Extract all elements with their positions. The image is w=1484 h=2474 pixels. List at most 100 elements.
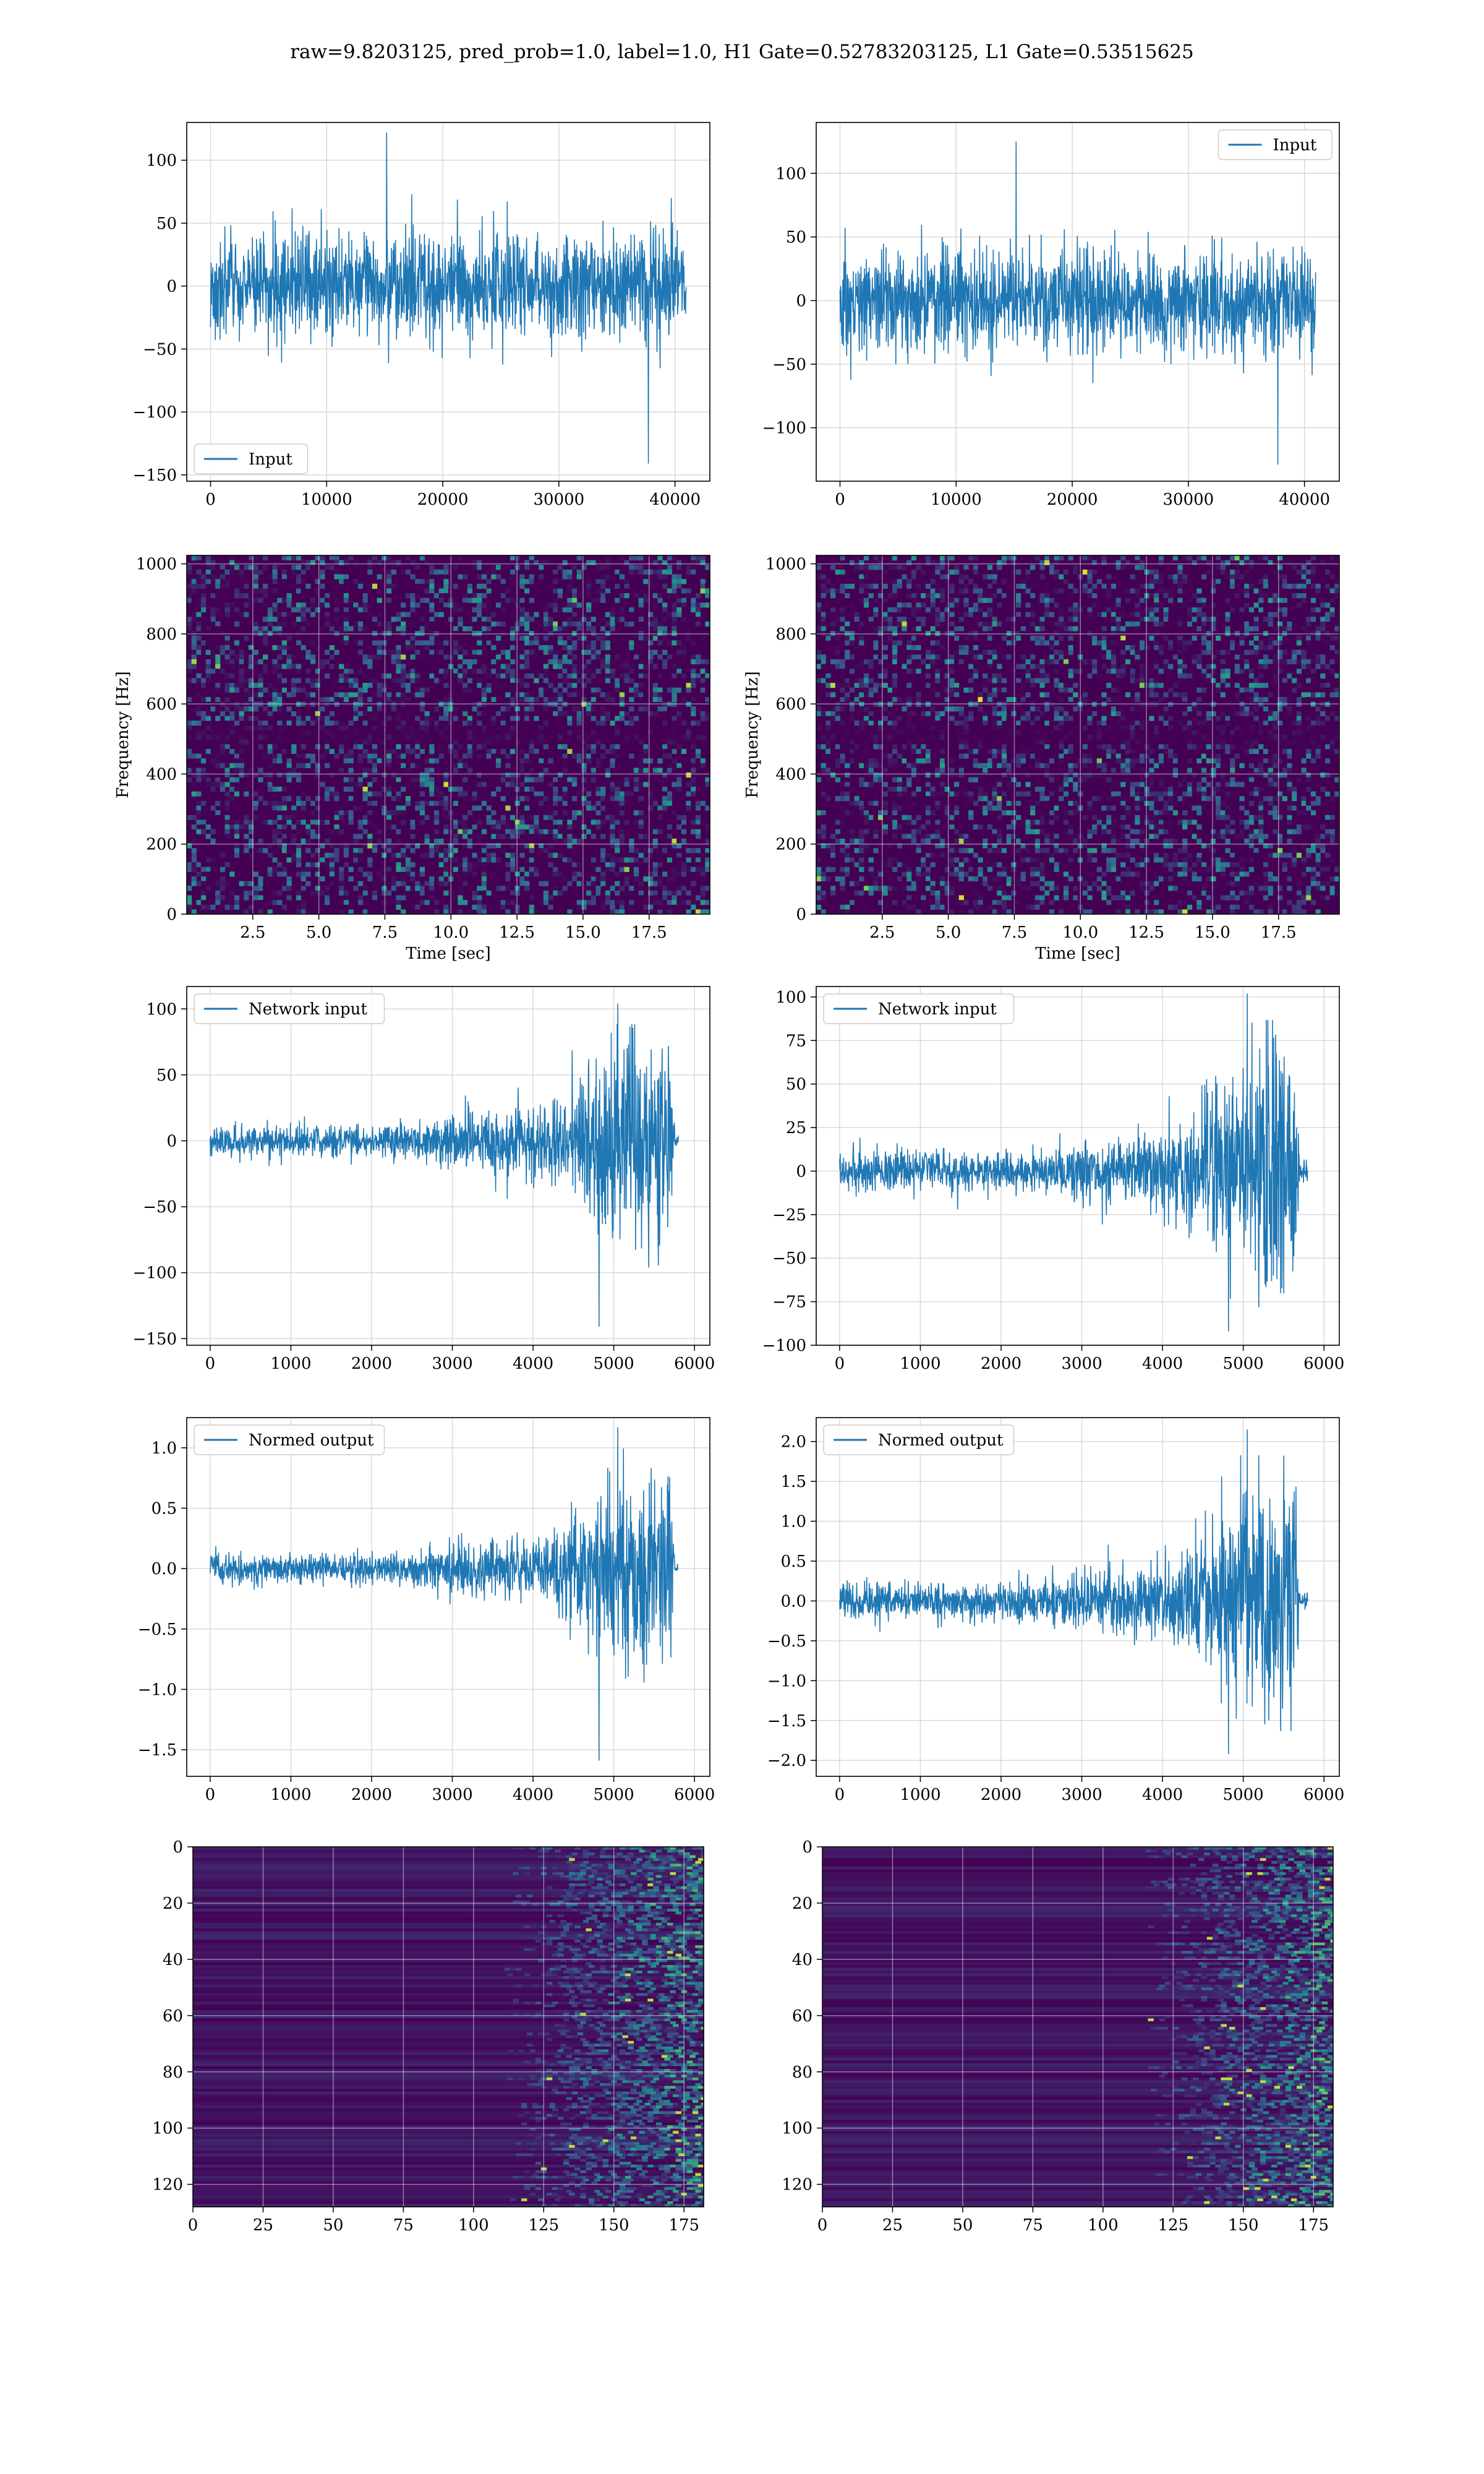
h1-normed-output-plot-area	[187, 1418, 710, 1776]
l1-spectrogram-y-tick-label: 1000	[765, 555, 806, 574]
l1-normed-output-y-tick-label: −0.5	[767, 1632, 806, 1651]
l1-normed-output-x-tick-label: 0	[835, 1786, 845, 1804]
l1-input-legend: Input	[1217, 129, 1333, 160]
l1-spectrogram-y-tick-label: 400	[775, 765, 806, 784]
h1-spectrogram-x-tick-label: 17.5	[631, 923, 667, 942]
l1-network-input-y-tick-label: 0	[796, 1162, 806, 1181]
h1-spectrogram-chart: 2.5 5.0 7.5 10.0 12.5 15.0 17.5 0 200 400 600 800 10…	[114, 555, 710, 963]
h1-input-x-tick-label: 20000	[417, 490, 469, 509]
l1-normed-output-y-tick-label: −1.5	[767, 1712, 806, 1731]
h1-network-input-frame	[186, 986, 710, 1346]
l1-normed-output-x-tick-label: 6000	[1303, 1786, 1344, 1804]
l1-feature-map-x-tick-label: 100	[1088, 2216, 1119, 2235]
l1-input-x-tick-label: 40000	[1279, 490, 1330, 509]
h1-input-y-tick-label: −100	[133, 403, 177, 422]
l1-feature-map-y-tick-label: 0	[802, 1838, 812, 1857]
l1-normed-output-x-tick-label: 5000	[1223, 1786, 1264, 1804]
l1-normed-output-y-tick-label: 1.0	[781, 1513, 806, 1531]
l1-feature-map-chart: 0 25 50 75 100 125 150 175 0 20 40 60 80 100 120	[782, 1838, 1334, 2235]
h1-normed-output-y-tick-label: 1.0	[151, 1439, 177, 1458]
h1-spectrogram-x-tick-label: 12.5	[499, 923, 535, 942]
h1-feature-map-x-tick-label: 75	[393, 2216, 414, 2235]
l1-normed-output-y-tick-label: −1.0	[767, 1672, 806, 1690]
l1-spectrogram-x-tick-label: 17.5	[1261, 923, 1297, 942]
h1-input-x-tick-label: 30000	[534, 490, 585, 509]
l1-input-legend-label: Input	[1273, 136, 1317, 155]
l1-feature-map-x-tick-label: 75	[1023, 2216, 1043, 2235]
h1-network-input-legend: Network input	[194, 993, 385, 1024]
h1-input-chart: 0 10000 20000 30000 40000 −150 −100 −50 0 50 100 In…	[133, 122, 710, 509]
l1-spectrogram-x-axis-label: Time [sec]	[1035, 944, 1120, 963]
l1-network-input-x-tick-label: 2000	[981, 1355, 1021, 1373]
h1-spectrogram-frame	[186, 555, 710, 915]
h1-feature-map-chart: 0 25 50 75 100 125 150 175 0 20 40 60 80 100 120	[152, 1838, 704, 2235]
h1-normed-output-y-tick-label: 0.0	[151, 1560, 177, 1578]
l1-feature-map-y-tick-label: 80	[792, 2063, 812, 2082]
h1-feature-map-y-tick-label: 0	[173, 1838, 183, 1857]
h1-normed-output-y-tick-label: −1.5	[138, 1741, 177, 1760]
h1-feature-map-y-tick-label: 100	[152, 2120, 183, 2138]
h1-normed-output-frame	[186, 1417, 710, 1777]
l1-feature-map-x-tick-label: 0	[817, 2216, 828, 2235]
l1-normed-output-x-tick-label: 3000	[1061, 1786, 1102, 1804]
h1-feature-map-plot-area	[193, 1847, 704, 2207]
l1-feature-map-x-tick-label: 50	[952, 2216, 973, 2235]
l1-normed-output-legend-label: Normed output	[878, 1431, 1004, 1450]
l1-spectrogram-y-tick-label: 200	[775, 836, 806, 854]
l1-normed-output-x-tick-label: 2000	[981, 1786, 1021, 1804]
l1-network-input-frame	[816, 986, 1340, 1346]
l1-normed-output-series-line	[839, 1429, 1308, 1754]
l1-input-plot-area	[816, 122, 1339, 481]
h1-network-input-x-tick-label: 0	[205, 1355, 216, 1373]
h1-normed-output-x-tick-label: 2000	[351, 1786, 392, 1804]
l1-input-series-line	[839, 141, 1316, 465]
h1-feature-map-x-tick-label: 0	[188, 2216, 198, 2235]
l1-input-y-tick-label: −100	[762, 419, 806, 438]
h1-feature-map-x-tick-label: 25	[253, 2216, 273, 2235]
h1-feature-map-y-tick-label: 120	[152, 2176, 183, 2194]
l1-network-input-x-tick-label: 3000	[1061, 1355, 1102, 1373]
h1-feature-map-frame	[192, 1846, 704, 2207]
l1-input-y-tick-label: 100	[775, 165, 806, 183]
h1-input-x-tick-label: 10000	[301, 490, 352, 509]
l1-normed-output-y-tick-label: −2.0	[767, 1752, 806, 1770]
l1-spectrogram-x-tick-label: 15.0	[1195, 923, 1230, 942]
h1-network-input-y-tick-label: −100	[133, 1264, 177, 1283]
l1-feature-map-y-tick-label: 40	[792, 1951, 812, 1969]
h1-normed-output-legend-label: Normed output	[249, 1431, 374, 1450]
h1-normed-output-x-tick-label: 5000	[594, 1786, 634, 1804]
h1-network-input-series-line	[210, 1003, 679, 1327]
l1-input-x-tick-label: 0	[835, 490, 845, 509]
h1-spectrogram-x-tick-label: 7.5	[372, 923, 398, 942]
l1-normed-output-y-tick-label: 0.5	[781, 1552, 806, 1571]
h1-spectrogram-y-tick-label: 600	[146, 695, 177, 714]
l1-feature-map-plot-area	[822, 1847, 1333, 2207]
h1-input-frame	[186, 122, 710, 482]
h1-normed-output-x-tick-label: 3000	[432, 1786, 472, 1804]
l1-normed-output-x-tick-label: 1000	[900, 1786, 940, 1804]
h1-spectrogram-x-tick-label: 2.5	[240, 923, 265, 942]
h1-feature-map-x-tick-label: 125	[528, 2216, 559, 2235]
h1-feature-map-y-tick-label: 80	[163, 2063, 183, 2082]
l1-spectrogram-y-tick-label: 0	[796, 905, 806, 924]
figure-title: raw=9.8203125, pred_prob=1.0, label=1.0,…	[290, 41, 1194, 63]
h1-normed-output-x-tick-label: 1000	[270, 1786, 311, 1804]
l1-network-input-y-tick-label: 50	[786, 1076, 806, 1094]
l1-network-input-legend-label: Network input	[878, 1000, 997, 1019]
l1-feature-map-y-tick-label: 60	[792, 2007, 812, 2026]
h1-feature-map-y-tick-label: 40	[163, 1951, 183, 1969]
h1-input-y-tick-label: 0	[166, 278, 177, 296]
h1-network-input-plot-area	[187, 987, 710, 1345]
h1-spectrogram-y-tick-label: 0	[166, 905, 177, 924]
l1-normed-output-x-tick-label: 4000	[1142, 1786, 1183, 1804]
l1-spectrogram-x-tick-label: 10.0	[1062, 923, 1098, 942]
l1-normed-output-y-tick-label: 0.0	[781, 1592, 806, 1611]
l1-feature-map-y-tick-label: 100	[782, 2120, 812, 2138]
h1-network-input-x-tick-label: 3000	[432, 1355, 472, 1373]
l1-network-input-chart: 0 1000 2000 3000 4000 5000 6000 −100 −75 −50 −25 0 2…	[762, 986, 1344, 1373]
h1-input-legend-label: Input	[249, 450, 292, 469]
h1-feature-map-y-tick-label: 20	[163, 1894, 183, 1913]
h1-normed-output-series-line	[210, 1427, 679, 1761]
h1-normed-output-y-tick-label: 0.5	[151, 1499, 177, 1518]
h1-network-input-y-tick-label: 0	[166, 1132, 177, 1150]
